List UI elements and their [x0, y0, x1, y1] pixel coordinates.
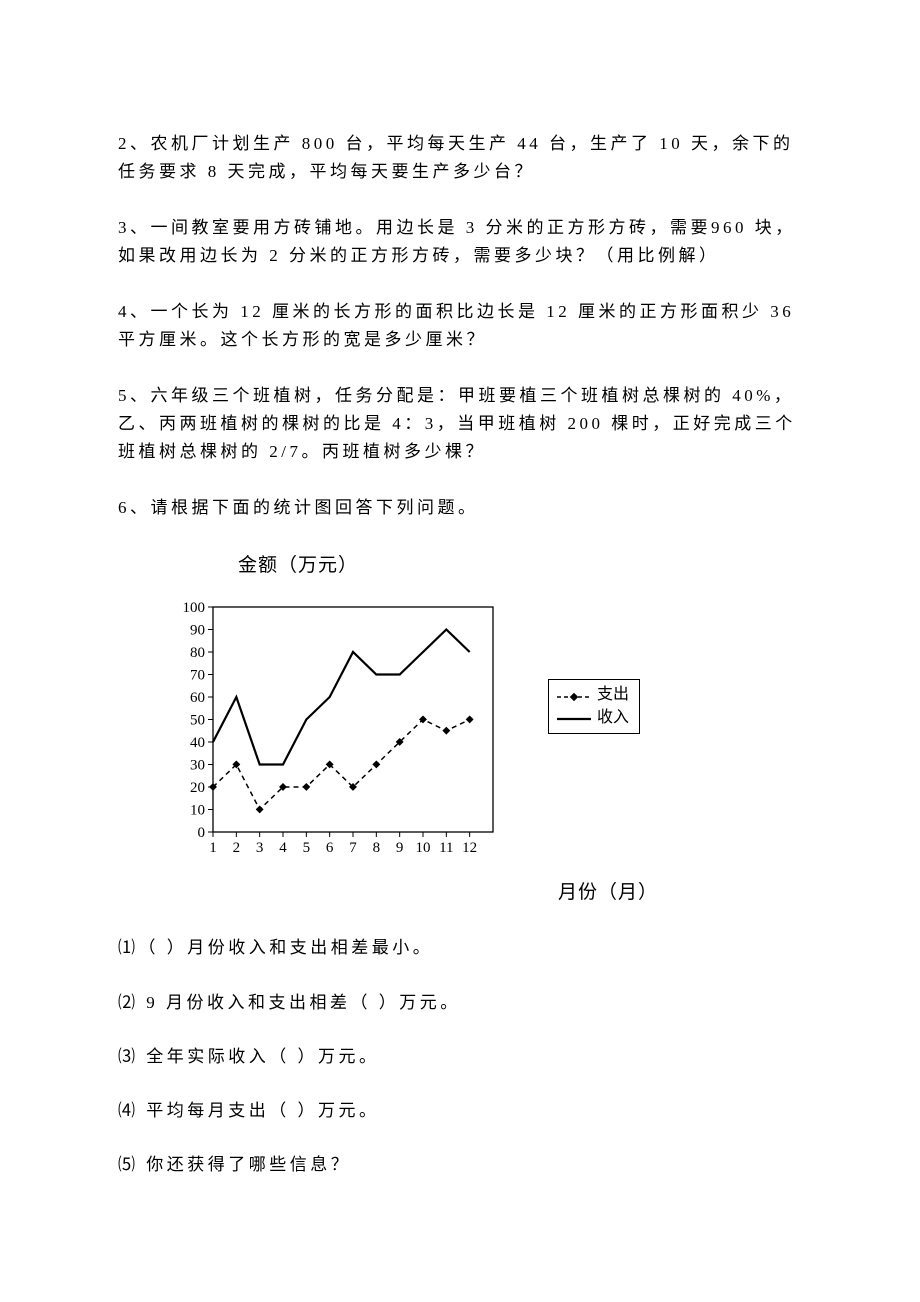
svg-text:10: 10: [416, 840, 431, 856]
problem-6: 6、请根据下面的统计图回答下列问题。: [118, 494, 810, 522]
svg-text:50: 50: [190, 713, 205, 729]
svg-text:4: 4: [279, 840, 287, 856]
svg-text:2: 2: [233, 840, 241, 856]
svg-text:12: 12: [462, 840, 477, 856]
svg-text:10: 10: [190, 803, 205, 819]
svg-text:6: 6: [326, 840, 334, 856]
svg-text:40: 40: [190, 735, 205, 751]
subquestion-1: ⑴（ ）月份收入和支出相差最小。: [118, 934, 810, 962]
legend-swatch-income: [557, 711, 591, 725]
chart-legend: 支出 收入: [548, 679, 640, 734]
svg-text:0: 0: [198, 825, 206, 841]
legend-swatch-expense: [557, 689, 591, 703]
problem-2: 2、农机厂计划生产 800 台，平均每天生产 44 台，生产了 10 天，余下的…: [118, 130, 810, 186]
svg-text:11: 11: [439, 840, 453, 856]
chart-y-title: 金额（万元）: [238, 550, 810, 577]
svg-text:8: 8: [373, 840, 381, 856]
legend-item-expense: 支出: [557, 684, 629, 706]
line-chart: 0102030405060708090100123456789101112: [158, 599, 518, 869]
subquestion-3: ⑶ 全年实际收入（ ）万元。: [118, 1043, 810, 1071]
chart-row: 0102030405060708090100123456789101112 支出…: [158, 599, 810, 869]
svg-text:9: 9: [396, 840, 404, 856]
svg-text:100: 100: [183, 600, 206, 616]
svg-text:80: 80: [190, 645, 205, 661]
svg-text:1: 1: [209, 840, 217, 856]
subquestion-list: ⑴（ ）月份收入和支出相差最小。 ⑵ 9 月份收入和支出相差（ ）万元。 ⑶ 全…: [118, 934, 810, 1178]
svg-text:7: 7: [349, 840, 357, 856]
svg-text:3: 3: [256, 840, 264, 856]
subquestion-2: ⑵ 9 月份收入和支出相差（ ）万元。: [118, 989, 810, 1017]
problem-3: 3、一间教室要用方砖铺地。用边长是 3 分米的正方形方砖，需要960 块，如果改…: [118, 214, 810, 270]
legend-label-income: 收入: [597, 707, 629, 729]
subquestion-5: ⑸ 你还获得了哪些信息？: [118, 1151, 810, 1179]
chart-x-title: 月份（月）: [558, 877, 810, 904]
problem-4: 4、一个长为 12 厘米的长方形的面积比边长是 12 厘米的正方形面积少 36 …: [118, 298, 810, 354]
svg-text:70: 70: [190, 668, 205, 684]
chart-container: 金额（万元） 010203040506070809010012345678910…: [158, 550, 810, 904]
subquestion-4: ⑷ 平均每月支出（ ）万元。: [118, 1097, 810, 1125]
problem-5: 5、六年级三个班植树，任务分配是：甲班要植三个班植树总棵树的 40%，乙、丙两班…: [118, 382, 810, 466]
svg-text:30: 30: [190, 758, 205, 774]
svg-text:5: 5: [303, 840, 311, 856]
svg-text:90: 90: [190, 623, 205, 639]
svg-text:60: 60: [190, 690, 205, 706]
legend-label-expense: 支出: [597, 684, 629, 706]
legend-item-income: 收入: [557, 707, 629, 729]
svg-text:20: 20: [190, 780, 205, 796]
page-content: 2、农机厂计划生产 800 台，平均每天生产 44 台，生产了 10 天，余下的…: [0, 0, 920, 1265]
